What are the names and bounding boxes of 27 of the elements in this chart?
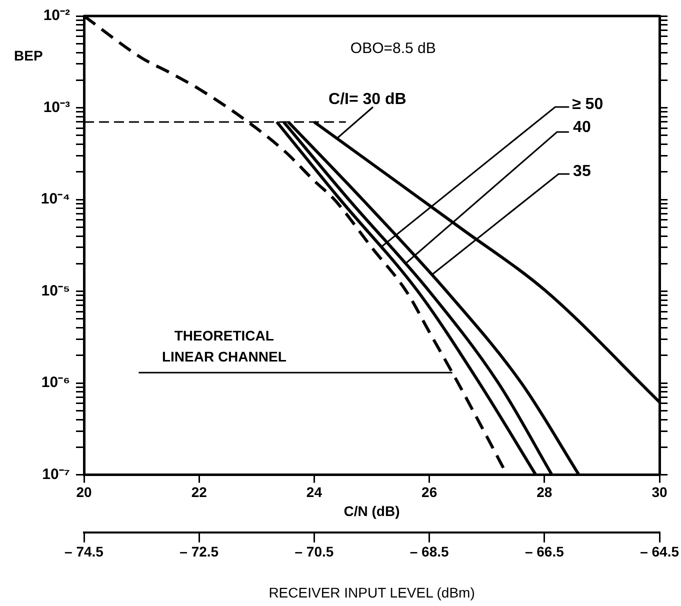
y-tick-label: 10⁻⁶ bbox=[41, 374, 70, 392]
y-tick-label: 10⁻⁷ bbox=[42, 466, 70, 483]
x2-axis-title: RECEIVER INPUT LEVEL (dBm) bbox=[268, 584, 475, 600]
x-axis-title: C/N (dB) bbox=[344, 502, 400, 519]
annotation: 35 bbox=[573, 162, 591, 180]
y-axis-title: BEP bbox=[14, 48, 43, 64]
x-tick-label: 24 bbox=[306, 484, 322, 500]
annotation: 40 bbox=[573, 119, 591, 136]
y-tick-label: 10⁻⁵ bbox=[41, 282, 70, 300]
x-tick-label: 28 bbox=[536, 484, 552, 500]
annotation: OBO=8.5 dB bbox=[350, 40, 436, 58]
annotation: ≥ 50 bbox=[572, 96, 604, 113]
y-tick-label: 10⁻² bbox=[43, 7, 70, 24]
x2-tick-label: – 66.5 bbox=[524, 544, 564, 560]
y-tick-label: 10⁻⁴ bbox=[40, 190, 70, 208]
x-tick-label: 26 bbox=[422, 484, 438, 500]
x2-tick-label: – 70.5 bbox=[294, 544, 334, 560]
x2-tick-label: – 74.5 bbox=[64, 544, 104, 560]
x-tick-label: 20 bbox=[76, 484, 92, 500]
annotation: C/I= 30 dB bbox=[328, 91, 406, 108]
x-tick-label: 22 bbox=[191, 484, 208, 500]
x2-tick-label: – 68.5 bbox=[410, 544, 449, 560]
x2-tick-label: – 64.5 bbox=[640, 544, 680, 560]
x-tick-label: 30 bbox=[652, 484, 668, 500]
x2-tick-label: – 72.5 bbox=[180, 544, 219, 560]
y-tick-label: 10⁻³ bbox=[43, 98, 70, 116]
annotation: THEORETICAL LINEAR CHANNEL bbox=[162, 328, 287, 365]
